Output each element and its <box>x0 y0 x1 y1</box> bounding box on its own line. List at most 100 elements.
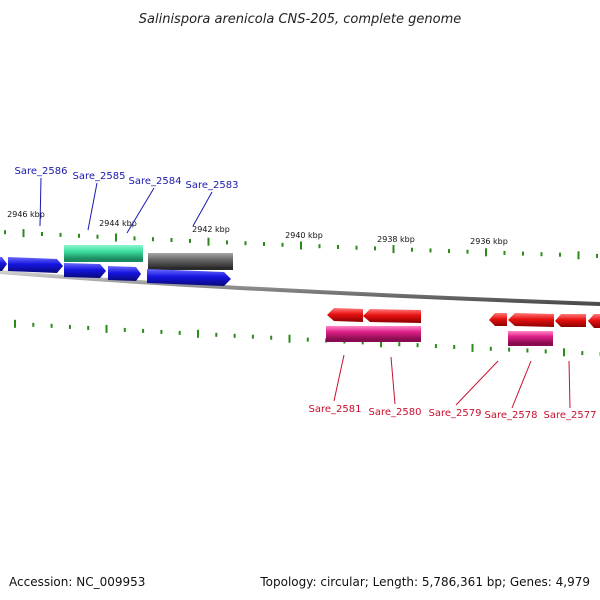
kbp-label: 2944 kbp <box>99 219 137 228</box>
tick-mark <box>41 232 43 236</box>
leader-line <box>390 356 396 405</box>
tick-mark <box>123 327 126 332</box>
feature-track-lower <box>326 326 553 346</box>
tick-mark <box>508 347 511 352</box>
gene-label[interactable]: Sare_2584 <box>129 176 182 187</box>
tick-mark <box>374 246 376 251</box>
feature-teal[interactable] <box>64 245 143 259</box>
gene-label[interactable]: Sare_2583 <box>186 180 239 191</box>
tick-mark <box>233 333 236 338</box>
tick-mark <box>577 251 580 260</box>
tick-mark <box>133 236 136 241</box>
leader-line <box>87 182 98 231</box>
tick-mark <box>59 232 62 237</box>
gene-label[interactable]: Sare_2580 <box>369 407 422 418</box>
tick-mark <box>453 345 456 349</box>
gene-labels-bottom: Sare_2581 Sare_2580 Sare_2579 Sare_2578 … <box>309 404 597 421</box>
genome-title: Salinispora arenicola CNS-205, complete … <box>139 12 461 27</box>
tick-mark <box>244 241 247 246</box>
gene-label[interactable]: Sare_2585 <box>73 171 126 182</box>
tick-mark <box>207 237 210 246</box>
kbp-label: 2938 kbp <box>377 235 415 244</box>
tick-mark <box>22 229 25 238</box>
gene-arrow-reverse[interactable] <box>508 313 554 327</box>
tick-mark <box>429 248 432 253</box>
tick-mark <box>596 253 598 258</box>
gene-arrow-reverse[interactable] <box>327 308 363 322</box>
tick-mark <box>270 335 273 340</box>
forward-genes <box>0 257 231 286</box>
tick-mark <box>522 251 524 256</box>
feature-gray-shadow <box>148 267 233 270</box>
feature-gray[interactable] <box>148 253 233 267</box>
tick-mark <box>306 337 309 342</box>
tick-mark <box>78 233 80 238</box>
kbp-label: 2940 kbp <box>285 231 323 240</box>
tick-mark <box>226 240 228 245</box>
tick-mark <box>105 324 108 333</box>
tick-mark <box>448 249 450 254</box>
gene-label[interactable]: Sare_2579 <box>429 408 482 419</box>
tick-mark <box>160 329 163 334</box>
kbp-label: 2936 kbp <box>470 237 508 246</box>
tick-mark <box>300 241 302 250</box>
tick-mark <box>466 249 469 254</box>
tick-mark <box>288 334 291 343</box>
gene-arrow-forward[interactable] <box>147 269 231 286</box>
tick-mark <box>189 238 191 243</box>
tick-mark <box>563 348 565 357</box>
tick-mark <box>318 244 321 249</box>
tick-mark <box>398 342 401 347</box>
reverse-genes <box>327 308 600 328</box>
feature-track-upper <box>64 245 233 270</box>
tick-mark <box>4 230 6 235</box>
gene-arrow-forward[interactable] <box>0 257 7 271</box>
tick-mark <box>115 233 117 242</box>
tick-marks <box>4 229 600 357</box>
kbp-labels: 2946 kbp 2944 kbp 2942 kbp 2940 kbp 2938… <box>7 210 508 246</box>
tick-mark <box>87 325 90 330</box>
gene-arrow-reverse[interactable] <box>363 309 421 323</box>
gene-label[interactable]: Sare_2586 <box>15 166 68 177</box>
kbp-label: 2946 kbp <box>7 210 45 219</box>
tick-mark <box>170 238 173 242</box>
gene-arrow-reverse[interactable] <box>588 314 600 328</box>
gene-arrow-forward[interactable] <box>64 263 106 278</box>
tick-mark <box>559 252 561 257</box>
genome-summary-text: Topology: circular; Length: 5,786,361 bp… <box>259 575 590 589</box>
tick-mark <box>526 348 529 353</box>
leader-line <box>192 191 213 227</box>
gene-label[interactable]: Sare_2577 <box>544 410 597 421</box>
gene-labels-top: Sare_2586 Sare_2585 Sare_2584 Sare_2583 <box>15 166 239 191</box>
tick-mark <box>251 334 254 339</box>
tick-mark <box>392 245 395 254</box>
tick-mark <box>485 248 487 257</box>
tick-mark <box>540 252 543 257</box>
tick-mark <box>178 330 181 335</box>
tick-mark <box>471 343 474 352</box>
gene-arrow-reverse[interactable] <box>489 313 507 326</box>
kbp-label: 2942 kbp <box>192 225 230 234</box>
tick-mark <box>14 319 16 328</box>
leader-line <box>39 177 42 227</box>
tick-mark <box>281 242 284 247</box>
tick-mark <box>50 323 53 328</box>
tick-mark <box>581 351 584 356</box>
feature-magenta-shadow <box>508 343 553 346</box>
feature-magenta[interactable] <box>508 331 553 343</box>
feature-magenta[interactable] <box>326 326 421 339</box>
gene-label[interactable]: Sare_2578 <box>485 410 538 421</box>
tick-mark <box>416 343 419 348</box>
accession-text: Accession: NC_009953 <box>9 575 145 589</box>
gene-label[interactable]: Sare_2581 <box>309 404 362 415</box>
feature-magenta-shadow <box>326 339 421 342</box>
leader-line <box>511 360 532 409</box>
tick-mark <box>215 332 218 337</box>
gene-label-leaders <box>39 177 571 409</box>
gene-arrow-forward[interactable] <box>8 257 63 273</box>
tick-mark <box>411 247 413 252</box>
gene-arrow-forward[interactable] <box>108 266 141 281</box>
tick-mark <box>68 324 71 329</box>
gene-arrow-reverse[interactable] <box>555 314 586 327</box>
leader-line <box>333 354 345 402</box>
